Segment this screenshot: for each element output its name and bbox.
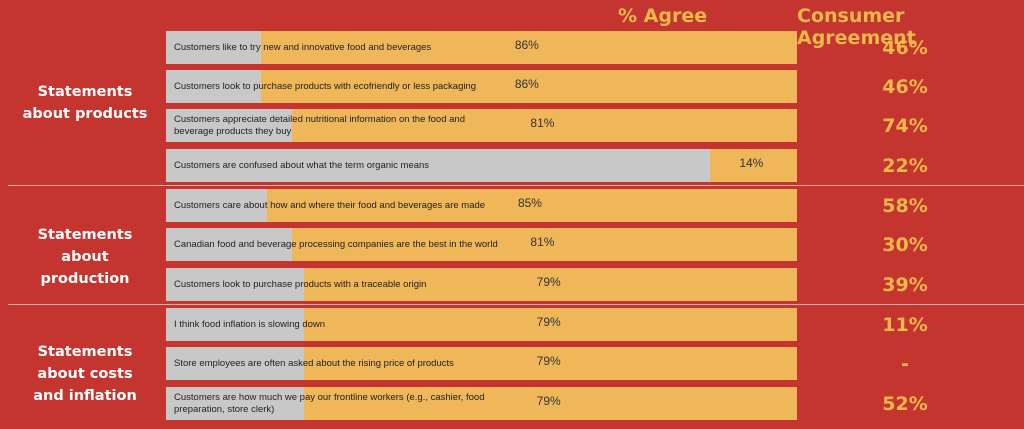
statement-label: Customers care about how and where their… xyxy=(174,199,486,211)
agree-bar xyxy=(260,31,797,64)
statement-label: Customers are how much we pay our frontl… xyxy=(174,391,485,415)
agree-bar xyxy=(260,70,797,103)
statement-label: Customers look to purchase products with… xyxy=(174,80,477,92)
agree-value-label: 14% xyxy=(739,156,764,170)
agree-column-header: % Agree xyxy=(618,5,708,27)
agree-value-label: 81% xyxy=(530,116,555,130)
statement-label: Customers look to purchase products with… xyxy=(174,278,427,290)
bar-row: Customers are confused about what the te… xyxy=(166,149,797,182)
group-label-products: Statements about products xyxy=(22,84,148,122)
consumer-agreement-value: 22% xyxy=(882,155,928,177)
agree-bar xyxy=(291,228,797,261)
agree-bar xyxy=(266,189,797,222)
agree-value-label: 86% xyxy=(514,38,539,52)
group-divider xyxy=(8,304,1024,305)
consumer-agreement-value: - xyxy=(901,353,909,375)
agree-bar xyxy=(291,109,797,142)
agree-bar xyxy=(304,308,797,341)
agree-value-label: 79% xyxy=(536,394,561,408)
bar-row: Customers appreciate detailed nutritiona… xyxy=(166,109,797,142)
statement-label: Customers appreciate detailed nutritiona… xyxy=(174,113,465,137)
statement-label: Canadian food and beverage processing co… xyxy=(174,238,498,250)
consumer-agreement-value: 74% xyxy=(882,115,928,137)
agree-bar xyxy=(304,268,797,301)
group-label-production: Statements about production xyxy=(37,227,133,287)
agree-value-label: 79% xyxy=(536,354,561,368)
bar-row: Customers look to purchase products with… xyxy=(166,70,797,103)
consumer-agreement-value: 52% xyxy=(882,393,928,415)
agree-value-label: 79% xyxy=(536,315,561,329)
consumer-agreement-value: 46% xyxy=(882,37,928,59)
agree-value-label: 79% xyxy=(536,275,561,289)
agree-bar xyxy=(709,149,797,182)
bar-row: Customers like to try new and innovative… xyxy=(166,31,797,64)
agree-value-label: 81% xyxy=(530,235,555,249)
bar-row: I think food inflation is slowing down 79… xyxy=(166,308,797,341)
consumer-agreement-column-header: Consumer Agreement xyxy=(797,5,916,49)
statement-label: Customers like to try new and innovative… xyxy=(174,41,432,53)
agree-bar xyxy=(304,347,797,380)
agree-bar xyxy=(304,387,797,420)
consumer-agreement-value: 30% xyxy=(882,234,928,256)
agree-value-label: 86% xyxy=(514,77,539,91)
consumer-agreement-value: 39% xyxy=(882,274,928,296)
bar-row: Customers are how much we pay our frontl… xyxy=(166,387,797,420)
bar-row: Customers look to purchase products with… xyxy=(166,268,797,301)
group-divider xyxy=(8,185,1024,186)
consumer-agreement-value: 46% xyxy=(882,76,928,98)
group-label-costs: Statements about costs and inflation xyxy=(33,344,137,404)
agree-value-label: 85% xyxy=(517,196,542,210)
statement-label: Store employees are often asked about th… xyxy=(174,357,454,369)
statement-label: Customers are confused about what the te… xyxy=(174,159,430,171)
bar-row: Canadian food and beverage processing co… xyxy=(166,228,797,261)
bar-row: Customers care about how and where their… xyxy=(166,189,797,222)
bar-row: Store employees are often asked about th… xyxy=(166,347,797,380)
statement-label: I think food inflation is slowing down xyxy=(174,318,326,330)
consumer-agreement-value: 58% xyxy=(882,195,928,217)
consumer-agreement-value: 11% xyxy=(882,314,928,336)
